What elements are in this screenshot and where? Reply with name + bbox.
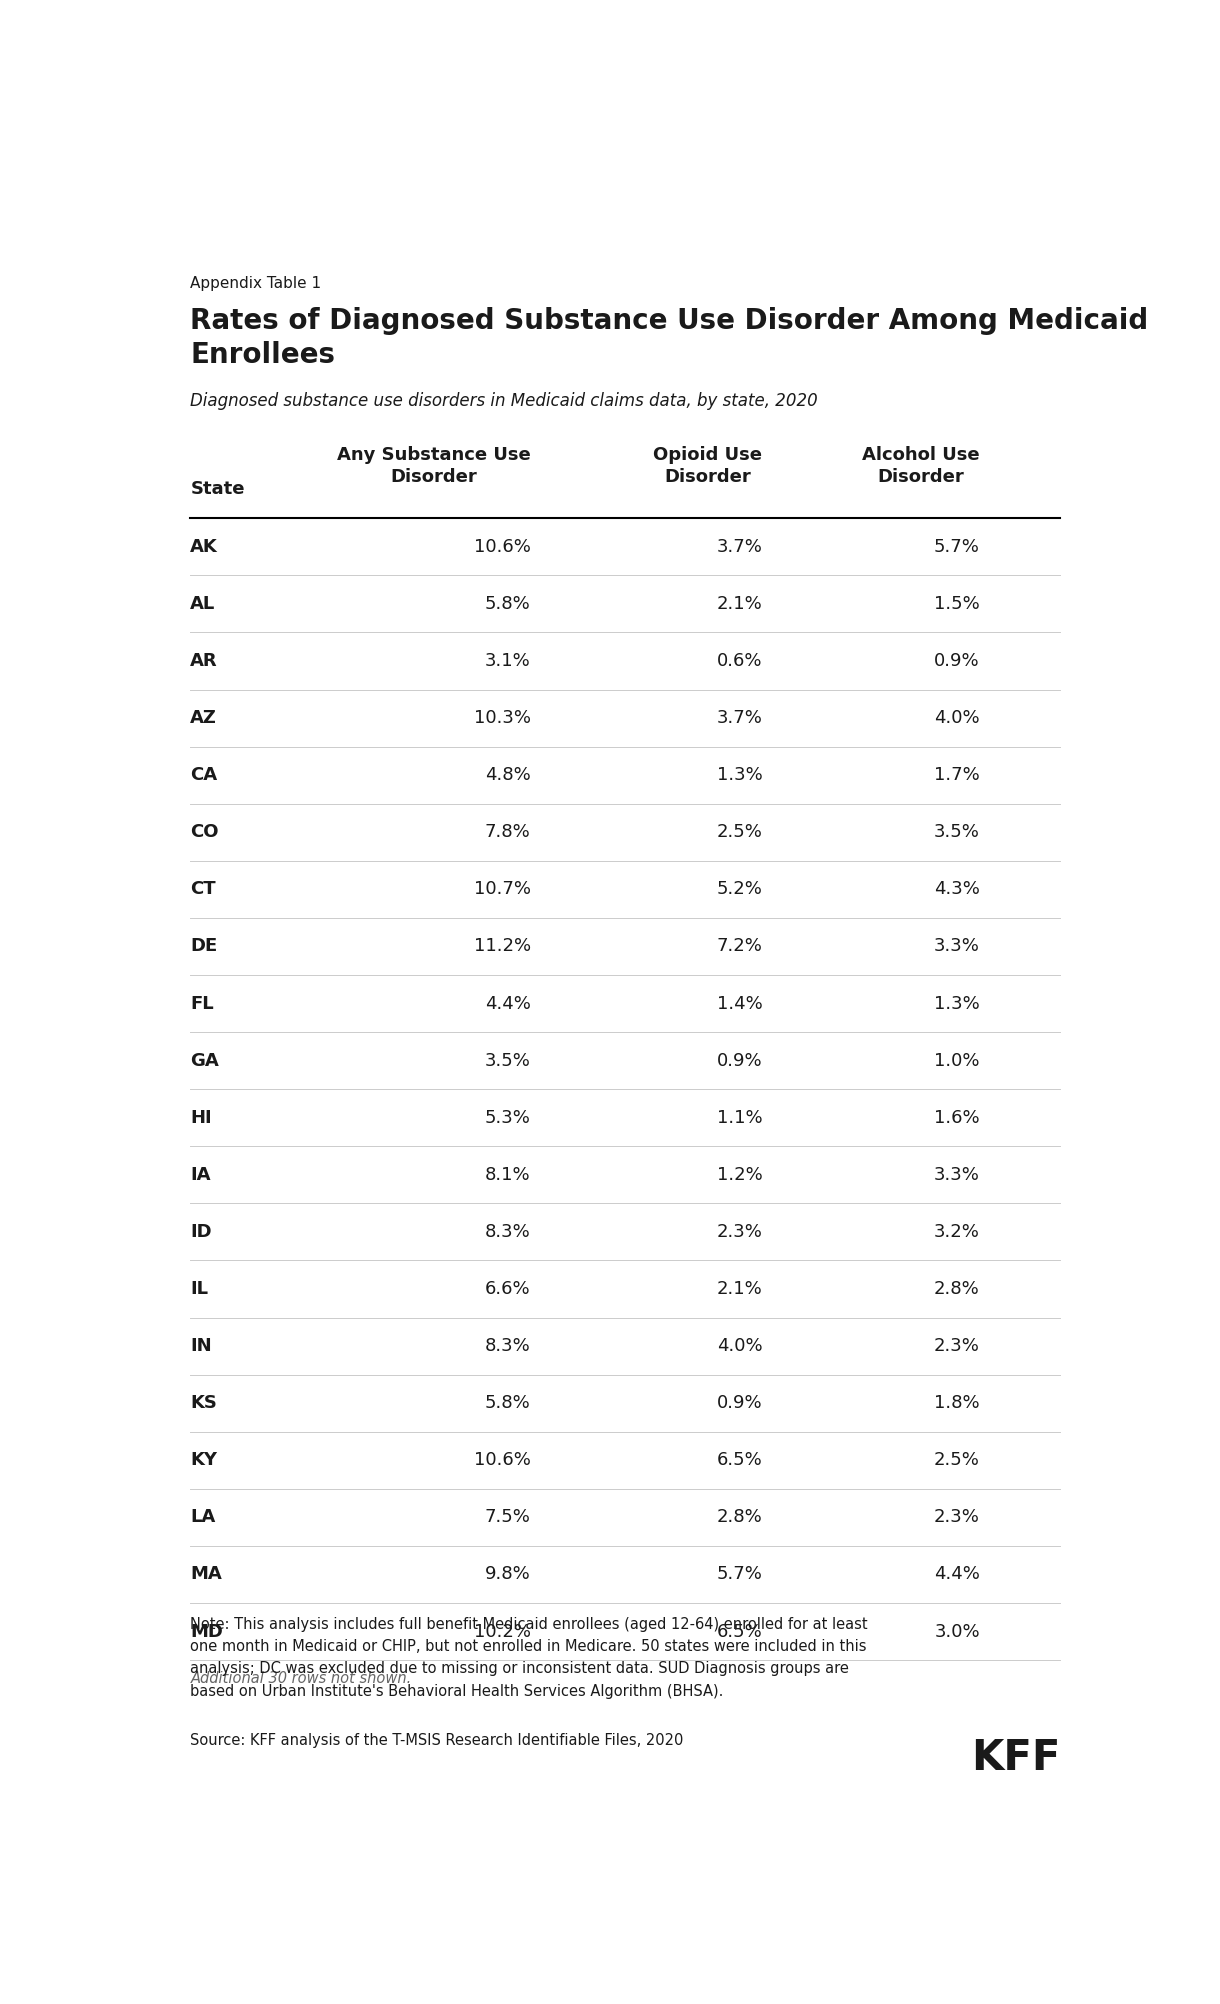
Text: AK: AK: [190, 537, 218, 555]
Text: 6.5%: 6.5%: [716, 1623, 762, 1641]
Text: Additional 30 rows not shown.: Additional 30 rows not shown.: [190, 1671, 411, 1685]
Text: 8.3%: 8.3%: [486, 1337, 531, 1355]
Text: 1.5%: 1.5%: [935, 595, 980, 613]
Text: State: State: [190, 479, 245, 497]
Text: 4.3%: 4.3%: [935, 880, 980, 898]
Text: 0.6%: 0.6%: [717, 651, 762, 669]
Text: 6.5%: 6.5%: [716, 1451, 762, 1469]
Text: 1.2%: 1.2%: [716, 1166, 762, 1184]
Text: 5.8%: 5.8%: [486, 1395, 531, 1413]
Text: 10.2%: 10.2%: [473, 1623, 531, 1641]
Text: 1.8%: 1.8%: [935, 1395, 980, 1413]
Text: 1.4%: 1.4%: [716, 994, 762, 1012]
Text: 2.1%: 2.1%: [716, 595, 762, 613]
Text: 7.8%: 7.8%: [486, 824, 531, 842]
Text: MD: MD: [190, 1623, 223, 1641]
Text: 3.1%: 3.1%: [486, 651, 531, 669]
Text: AZ: AZ: [190, 709, 217, 727]
Text: IL: IL: [190, 1281, 209, 1299]
Text: AR: AR: [190, 651, 218, 669]
Text: LA: LA: [190, 1509, 216, 1527]
Text: 4.4%: 4.4%: [484, 994, 531, 1012]
Text: 5.8%: 5.8%: [486, 595, 531, 613]
Text: 7.2%: 7.2%: [716, 938, 762, 956]
Text: CA: CA: [190, 766, 217, 784]
Text: Note: This analysis includes full benefit Medicaid enrollees (aged 12-64) enroll: Note: This analysis includes full benefi…: [190, 1617, 867, 1699]
Text: 8.3%: 8.3%: [486, 1222, 531, 1240]
Text: 1.7%: 1.7%: [935, 766, 980, 784]
Text: 2.3%: 2.3%: [716, 1222, 762, 1240]
Text: 4.0%: 4.0%: [935, 709, 980, 727]
Text: MA: MA: [190, 1565, 222, 1583]
Text: 3.3%: 3.3%: [935, 938, 980, 956]
Text: FL: FL: [190, 994, 213, 1012]
Text: KS: KS: [190, 1395, 217, 1413]
Text: 1.0%: 1.0%: [935, 1052, 980, 1070]
Text: 3.2%: 3.2%: [935, 1222, 980, 1240]
Text: CT: CT: [190, 880, 216, 898]
Text: 1.3%: 1.3%: [716, 766, 762, 784]
Text: CO: CO: [190, 824, 218, 842]
Text: 10.3%: 10.3%: [473, 709, 531, 727]
Text: 4.4%: 4.4%: [935, 1565, 980, 1583]
Text: 3.7%: 3.7%: [716, 709, 762, 727]
Text: 3.0%: 3.0%: [935, 1623, 980, 1641]
Text: 2.5%: 2.5%: [716, 824, 762, 842]
Text: Any Substance Use
Disorder: Any Substance Use Disorder: [337, 445, 531, 485]
Text: GA: GA: [190, 1052, 220, 1070]
Text: Source: KFF analysis of the T-MSIS Research Identifiable Files, 2020: Source: KFF analysis of the T-MSIS Resea…: [190, 1733, 683, 1747]
Text: 1.1%: 1.1%: [716, 1108, 762, 1126]
Text: 2.3%: 2.3%: [935, 1509, 980, 1527]
Text: KY: KY: [190, 1451, 217, 1469]
Text: 5.2%: 5.2%: [716, 880, 762, 898]
Text: 0.9%: 0.9%: [716, 1395, 762, 1413]
Text: Appendix Table 1: Appendix Table 1: [190, 277, 321, 291]
Text: 5.3%: 5.3%: [484, 1108, 531, 1126]
Text: DE: DE: [190, 938, 217, 956]
Text: 0.9%: 0.9%: [935, 651, 980, 669]
Text: 5.7%: 5.7%: [935, 537, 980, 555]
Text: 10.6%: 10.6%: [473, 1451, 531, 1469]
Text: 3.5%: 3.5%: [935, 824, 980, 842]
Text: 2.8%: 2.8%: [935, 1281, 980, 1299]
Text: 0.9%: 0.9%: [716, 1052, 762, 1070]
Text: 3.5%: 3.5%: [484, 1052, 531, 1070]
Text: HI: HI: [190, 1108, 212, 1126]
Text: 5.7%: 5.7%: [716, 1565, 762, 1583]
Text: 8.1%: 8.1%: [486, 1166, 531, 1184]
Text: 1.3%: 1.3%: [935, 994, 980, 1012]
Text: 9.8%: 9.8%: [486, 1565, 531, 1583]
Text: 3.7%: 3.7%: [716, 537, 762, 555]
Text: Rates of Diagnosed Substance Use Disorder Among Medicaid
Enrollees: Rates of Diagnosed Substance Use Disorde…: [190, 307, 1148, 369]
Text: ID: ID: [190, 1222, 212, 1240]
Text: 1.6%: 1.6%: [935, 1108, 980, 1126]
Text: 10.7%: 10.7%: [473, 880, 531, 898]
Text: 2.1%: 2.1%: [716, 1281, 762, 1299]
Text: 7.5%: 7.5%: [484, 1509, 531, 1527]
Text: IN: IN: [190, 1337, 212, 1355]
Text: AL: AL: [190, 595, 216, 613]
Text: IA: IA: [190, 1166, 211, 1184]
Text: 2.8%: 2.8%: [716, 1509, 762, 1527]
Text: 10.6%: 10.6%: [473, 537, 531, 555]
Text: KFF: KFF: [971, 1737, 1060, 1780]
Text: 4.8%: 4.8%: [486, 766, 531, 784]
Text: 2.5%: 2.5%: [935, 1451, 980, 1469]
Text: 11.2%: 11.2%: [473, 938, 531, 956]
Text: 3.3%: 3.3%: [935, 1166, 980, 1184]
Text: 4.0%: 4.0%: [716, 1337, 762, 1355]
Text: 2.3%: 2.3%: [935, 1337, 980, 1355]
Text: Opioid Use
Disorder: Opioid Use Disorder: [654, 445, 762, 485]
Text: Diagnosed substance use disorders in Medicaid claims data, by state, 2020: Diagnosed substance use disorders in Med…: [190, 391, 819, 409]
Text: 6.6%: 6.6%: [486, 1281, 531, 1299]
Text: Alcohol Use
Disorder: Alcohol Use Disorder: [863, 445, 980, 485]
